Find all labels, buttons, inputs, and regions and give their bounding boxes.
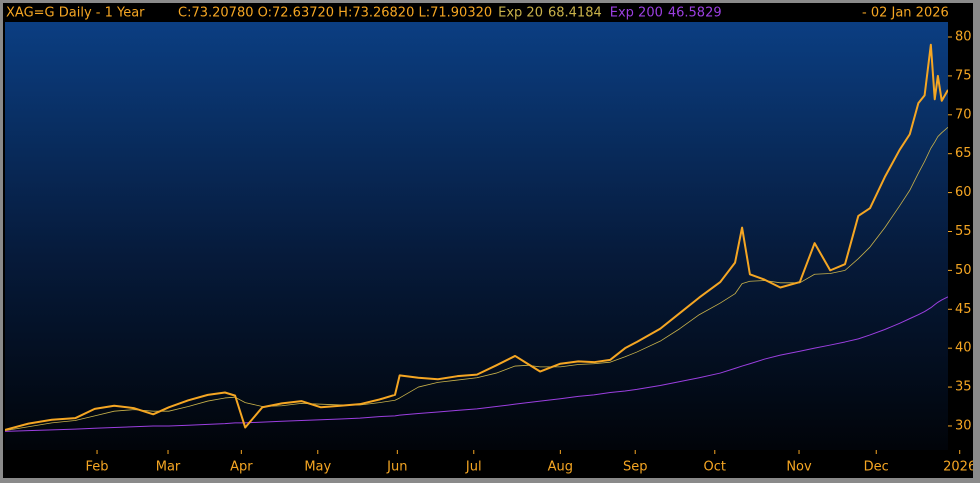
series-line bbox=[5, 296, 948, 432]
x-tick-label: Aug bbox=[548, 460, 573, 475]
y-tick-label: 60 bbox=[955, 185, 972, 200]
y-tick-label: 70 bbox=[955, 107, 972, 122]
y-tick-label: 45 bbox=[955, 302, 972, 317]
x-tick-label: Feb bbox=[86, 460, 109, 475]
y-tick-label: 55 bbox=[955, 224, 972, 239]
y-tick-label: 65 bbox=[955, 146, 972, 161]
quote: C:73.20780 O:72.63720 H:73.26820 L:71.90… bbox=[178, 6, 492, 21]
legend-value: 68.4184 bbox=[548, 6, 602, 21]
x-tick-label: Mar bbox=[156, 460, 181, 475]
y-tick-label: 40 bbox=[955, 341, 972, 356]
x-tick-label: Apr bbox=[230, 460, 253, 475]
x-tick-label: Jul bbox=[465, 460, 482, 475]
header: XAG=G Daily - 1 Year C:73.20780 O:72.637… bbox=[6, 6, 949, 21]
x-tick-label: Jun bbox=[386, 460, 407, 475]
x-tick-label: Dec bbox=[864, 460, 889, 475]
y-tick-label: 80 bbox=[955, 30, 972, 45]
legend-label: Exp 20 bbox=[498, 6, 543, 21]
x-tick-label: May bbox=[304, 460, 331, 475]
legend-label: Exp 200 bbox=[610, 6, 663, 21]
x-tick-label: Nov bbox=[786, 460, 812, 475]
y-tick-label: 50 bbox=[955, 263, 972, 278]
x-axis: Feb Mar Apr May Jun Jul Aug Sep Oct Nov Dec 2026 bbox=[86, 450, 976, 475]
x-tick-label: Oct bbox=[704, 460, 726, 475]
series-group bbox=[5, 43, 948, 432]
date: - 02 Jan 2026 bbox=[862, 6, 949, 21]
x-tick-label: 2026 bbox=[943, 460, 976, 475]
chart-title: XAG=G Daily - 1 Year bbox=[6, 6, 145, 21]
legend-value: 46.5829 bbox=[668, 6, 722, 21]
y-tick-label: 30 bbox=[955, 418, 972, 433]
series-line bbox=[5, 43, 948, 431]
y-tick-label: 35 bbox=[955, 380, 972, 395]
y-tick-label: 75 bbox=[955, 68, 972, 83]
plot-area bbox=[5, 22, 948, 450]
x-tick-label: Sep bbox=[623, 460, 648, 475]
